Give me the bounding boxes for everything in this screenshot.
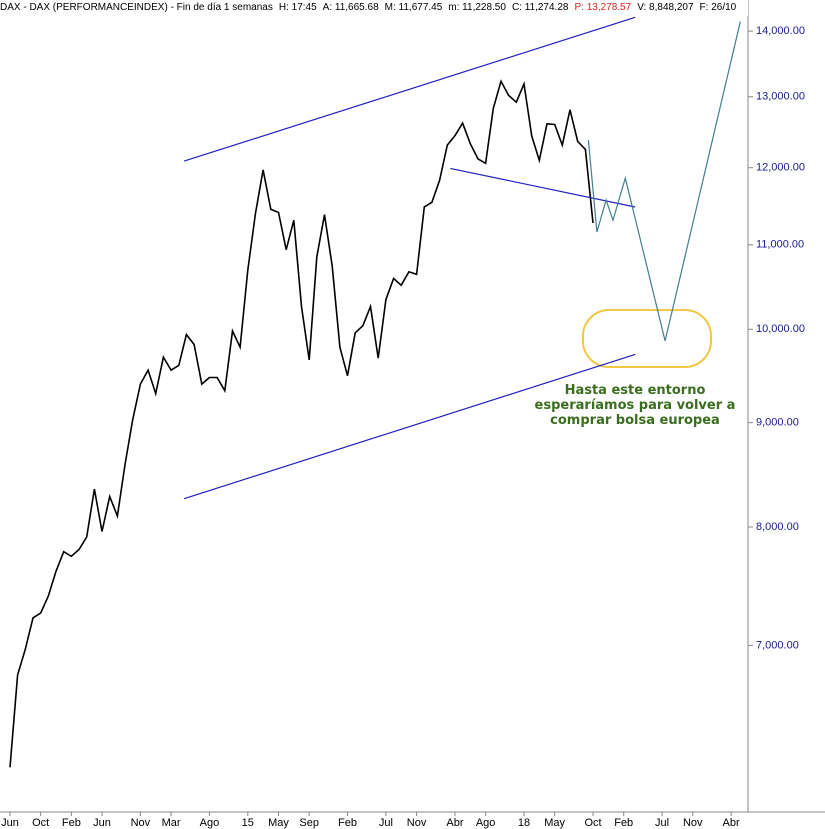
header-item: H: 17:45 — [278, 2, 317, 13]
x-tick-label: 15 — [242, 817, 254, 829]
header-item: P: 13,278.57 — [574, 2, 632, 13]
y-tick-label: 7,000.00 — [756, 639, 799, 651]
x-tick-label: Jul — [655, 817, 669, 829]
header-item: A: 11,665.68 — [322, 2, 379, 13]
series-line — [9, 79, 594, 768]
x-tick-label: Abr — [723, 817, 740, 829]
y-tick-label: 13,000.00 — [756, 91, 805, 103]
header-item: F: 26/10 — [699, 2, 737, 13]
series-line — [587, 21, 741, 342]
x-tick-label: Jul — [379, 817, 393, 829]
y-tick-label: 12,000.00 — [756, 162, 805, 174]
target-zone — [582, 309, 712, 368]
y-tick-label: 14,000.00 — [756, 25, 805, 37]
x-tick-label: Nov — [683, 817, 703, 829]
series-line — [183, 353, 636, 500]
x-tick-label: Feb — [614, 817, 633, 829]
x-tick-label: 18 — [518, 817, 530, 829]
header-item: C: 11,274.28 — [511, 2, 569, 13]
y-tick-label: 9,000.00 — [756, 417, 799, 429]
x-tick-label: Jun — [1, 817, 19, 829]
header-item: M: 11,677.45 — [384, 2, 443, 13]
x-tick-label: Oct — [584, 817, 601, 829]
header-item: V: 8,848,207 — [637, 2, 694, 13]
x-tick-label: May — [544, 817, 565, 829]
header-item: DAX - DAX (PERFORMANCEINDEX) - Fin de dí… — [0, 2, 273, 13]
x-tick-label: Sep — [299, 817, 319, 829]
series-line — [183, 16, 636, 162]
x-tick-label: Feb — [62, 817, 81, 829]
x-tick-label: Nov — [131, 817, 151, 829]
x-tick-label: Feb — [338, 817, 357, 829]
y-tick-label: 8,000.00 — [756, 521, 799, 533]
x-tick-label: Ago — [200, 817, 220, 829]
x-tick-label: Mar — [162, 817, 181, 829]
series-line — [450, 167, 636, 208]
y-tick-label: 11,000.00 — [756, 239, 804, 251]
x-tick-label: Jun — [93, 817, 111, 829]
y-tick-label: 10,000.00 — [756, 323, 805, 335]
header: DAX - DAX (PERFORMANCEINDEX) - Fin de dí… — [0, 0, 748, 16]
header-item: m: 11,228.50 — [448, 2, 506, 13]
x-tick-label: Ago — [476, 817, 496, 829]
x-tick-label: May — [268, 817, 289, 829]
x-tick-label: Abr — [446, 817, 463, 829]
annotation: Hasta este entorno esperaríamos para vol… — [534, 383, 736, 428]
x-tick-label: Oct — [32, 817, 49, 829]
x-tick-label: Nov — [407, 817, 427, 829]
